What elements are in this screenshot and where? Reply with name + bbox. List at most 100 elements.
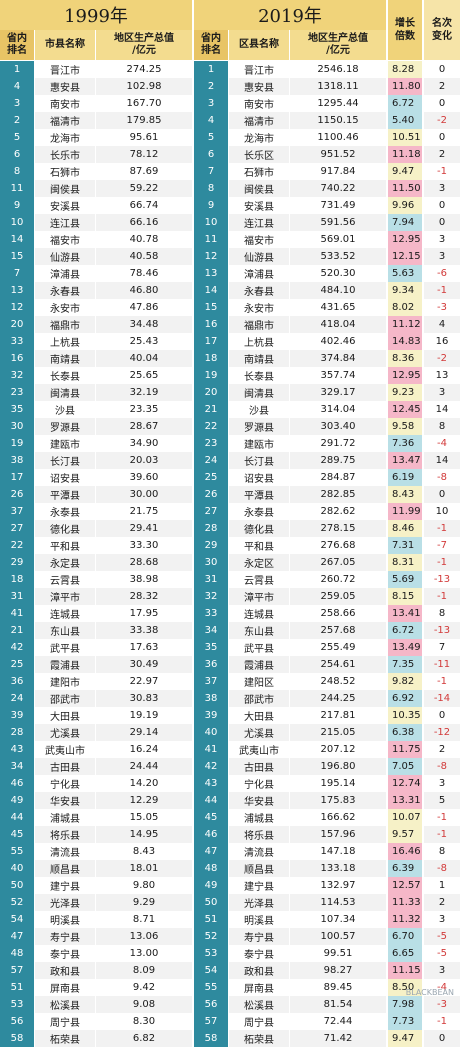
growth-multiple-cell: 9.23 (388, 384, 422, 401)
rank-change-cell: 0 (424, 129, 460, 146)
rank-2019-cell: 55 (194, 979, 228, 996)
rank-1999-cell: 45 (0, 826, 34, 843)
gdp-1999-cell: 28.32 (96, 588, 192, 605)
rank-2019-cell: 12 (194, 248, 228, 265)
rank-1999-cell: 57 (0, 962, 34, 979)
rank-change-cell: -4 (424, 979, 460, 996)
gdp-1999-cell: 28.67 (96, 418, 192, 435)
county-1999-cell: 浦城县 (35, 809, 95, 826)
growth-multiple-cell: 11.80 (388, 78, 422, 95)
growth-multiple-cell: 11.18 (388, 146, 422, 163)
growth-multiple-cell: 8.36 (388, 350, 422, 367)
table-row: 12 永安市 47.86 15 永安市 431.65 8.02 -3 (0, 299, 460, 316)
table-row: 18 云霄县 38.98 31 云霄县 260.72 5.69 -13 (0, 571, 460, 588)
rank-change-cell: -8 (424, 469, 460, 486)
gdp-1999-cell: 66.16 (96, 214, 192, 231)
rank-1999-cell: 37 (0, 503, 34, 520)
rank-1999-cell: 25 (0, 656, 34, 673)
county-1999-cell: 福安市 (35, 231, 95, 248)
county-1999-cell: 漳平市 (35, 588, 95, 605)
county-1999-cell: 霞浦县 (35, 656, 95, 673)
rank-1999-cell: 1 (0, 61, 34, 78)
county-1999-cell: 松溪县 (35, 996, 95, 1013)
county-2019-cell: 明溪县 (229, 911, 289, 928)
gdp-2019-cell: 1100.46 (290, 129, 386, 146)
table-row: 50 建宁县 9.80 49 建宁县 132.97 12.57 1 (0, 877, 460, 894)
rank-2019-cell: 18 (194, 350, 228, 367)
table-row: 9 安溪县 66.74 9 安溪县 731.49 9.96 0 (0, 197, 460, 214)
gdp-1999-cell: 17.95 (96, 605, 192, 622)
rank-1999-cell: 3 (0, 95, 34, 112)
county-2019-cell: 云霄县 (229, 571, 289, 588)
rank-1999-cell: 55 (0, 843, 34, 860)
table-row: 58 柘荣县 6.82 58 柘荣县 71.42 9.47 0 (0, 1030, 460, 1047)
growth-multiple-cell: 12.95 (388, 231, 422, 248)
gdp-2019-cell: 402.46 (290, 333, 386, 350)
table-row: 22 平和县 33.30 29 平和县 276.68 7.31 -7 (0, 537, 460, 554)
county-2019-cell: 德化县 (229, 520, 289, 537)
county-2019-cell: 周宁县 (229, 1013, 289, 1030)
county-2019-cell: 华安县 (229, 792, 289, 809)
rank-1999-cell: 43 (0, 741, 34, 758)
rank-2019-cell: 51 (194, 911, 228, 928)
rank-change-cell: 3 (424, 248, 460, 265)
gdp-2019-cell: 72.44 (290, 1013, 386, 1030)
rank-2019-cell: 19 (194, 367, 228, 384)
table-row: 39 大田县 19.19 39 大田县 217.81 10.35 0 (0, 707, 460, 724)
rank-change-cell: 14 (424, 452, 460, 469)
county-1999-cell: 建阳市 (35, 673, 95, 690)
county-2019-cell: 长汀县 (229, 452, 289, 469)
rank-change-cell: 3 (424, 231, 460, 248)
gdp-1999-cell: 25.43 (96, 333, 192, 350)
rank-1999-cell: 7 (0, 265, 34, 282)
county-1999-cell: 永泰县 (35, 503, 95, 520)
gdp-2019-cell: 951.52 (290, 146, 386, 163)
gdp-1999-cell: 22.97 (96, 673, 192, 690)
county-2019-cell: 松溪县 (229, 996, 289, 1013)
gdp-2019-cell: 484.10 (290, 282, 386, 299)
rank-1999-cell: 11 (0, 180, 34, 197)
growth-multiple-cell: 13.41 (388, 605, 422, 622)
rank-1999-cell: 33 (0, 333, 34, 350)
gdp-1999-cell: 9.08 (96, 996, 192, 1013)
rank-1999-cell: 16 (0, 350, 34, 367)
county-1999-cell: 大田县 (35, 707, 95, 724)
growth-multiple-cell: 16.46 (388, 843, 422, 860)
rank-2019-cell: 48 (194, 860, 228, 877)
gdp-2019-cell: 255.49 (290, 639, 386, 656)
gdp-1999-cell: 95.61 (96, 129, 192, 146)
rank-change-cell: 1 (424, 877, 460, 894)
gdp-1999-cell: 179.85 (96, 112, 192, 129)
rank-change-cell: 8 (424, 605, 460, 622)
gdp-2019-cell: 591.56 (290, 214, 386, 231)
gdp-1999-cell: 59.22 (96, 180, 192, 197)
growth-multiple-cell: 11.50 (388, 180, 422, 197)
table-row: 25 霞浦县 30.49 36 霞浦县 254.61 7.35 -11 (0, 656, 460, 673)
county-1999-cell: 邵武市 (35, 690, 95, 707)
watermark: BLACKBEAN (405, 988, 454, 997)
rank-change-cell: 0 (424, 214, 460, 231)
rank-1999-cell: 12 (0, 299, 34, 316)
county-2019-cell: 平和县 (229, 537, 289, 554)
gdp-2019-cell: 276.68 (290, 537, 386, 554)
growth-multiple-cell: 6.72 (388, 95, 422, 112)
county-2019-cell: 柘荣县 (229, 1030, 289, 1047)
county-2019-cell: 建瓯市 (229, 435, 289, 452)
header-county-2019: 区县名称 (229, 30, 289, 60)
table-row: 57 政和县 8.09 54 政和县 98.27 11.15 3 (0, 962, 460, 979)
rank-1999-cell: 47 (0, 928, 34, 945)
gdp-2019-cell: 917.84 (290, 163, 386, 180)
county-1999-cell: 平潭县 (35, 486, 95, 503)
rank-1999-cell: 27 (0, 520, 34, 537)
rank-change-cell: -1 (424, 520, 460, 537)
gdp-1999-cell: 47.86 (96, 299, 192, 316)
rank-change-cell: -1 (424, 1013, 460, 1030)
rank-2019-cell: 41 (194, 741, 228, 758)
rank-2019-cell: 16 (194, 316, 228, 333)
table-row: 31 漳平市 28.32 32 漳平市 259.05 8.15 -1 (0, 588, 460, 605)
county-1999-cell: 平和县 (35, 537, 95, 554)
rank-1999-cell: 2 (0, 112, 34, 129)
growth-multiple-cell: 8.28 (388, 61, 422, 78)
growth-multiple-cell: 7.05 (388, 758, 422, 775)
rank-2019-cell: 10 (194, 214, 228, 231)
